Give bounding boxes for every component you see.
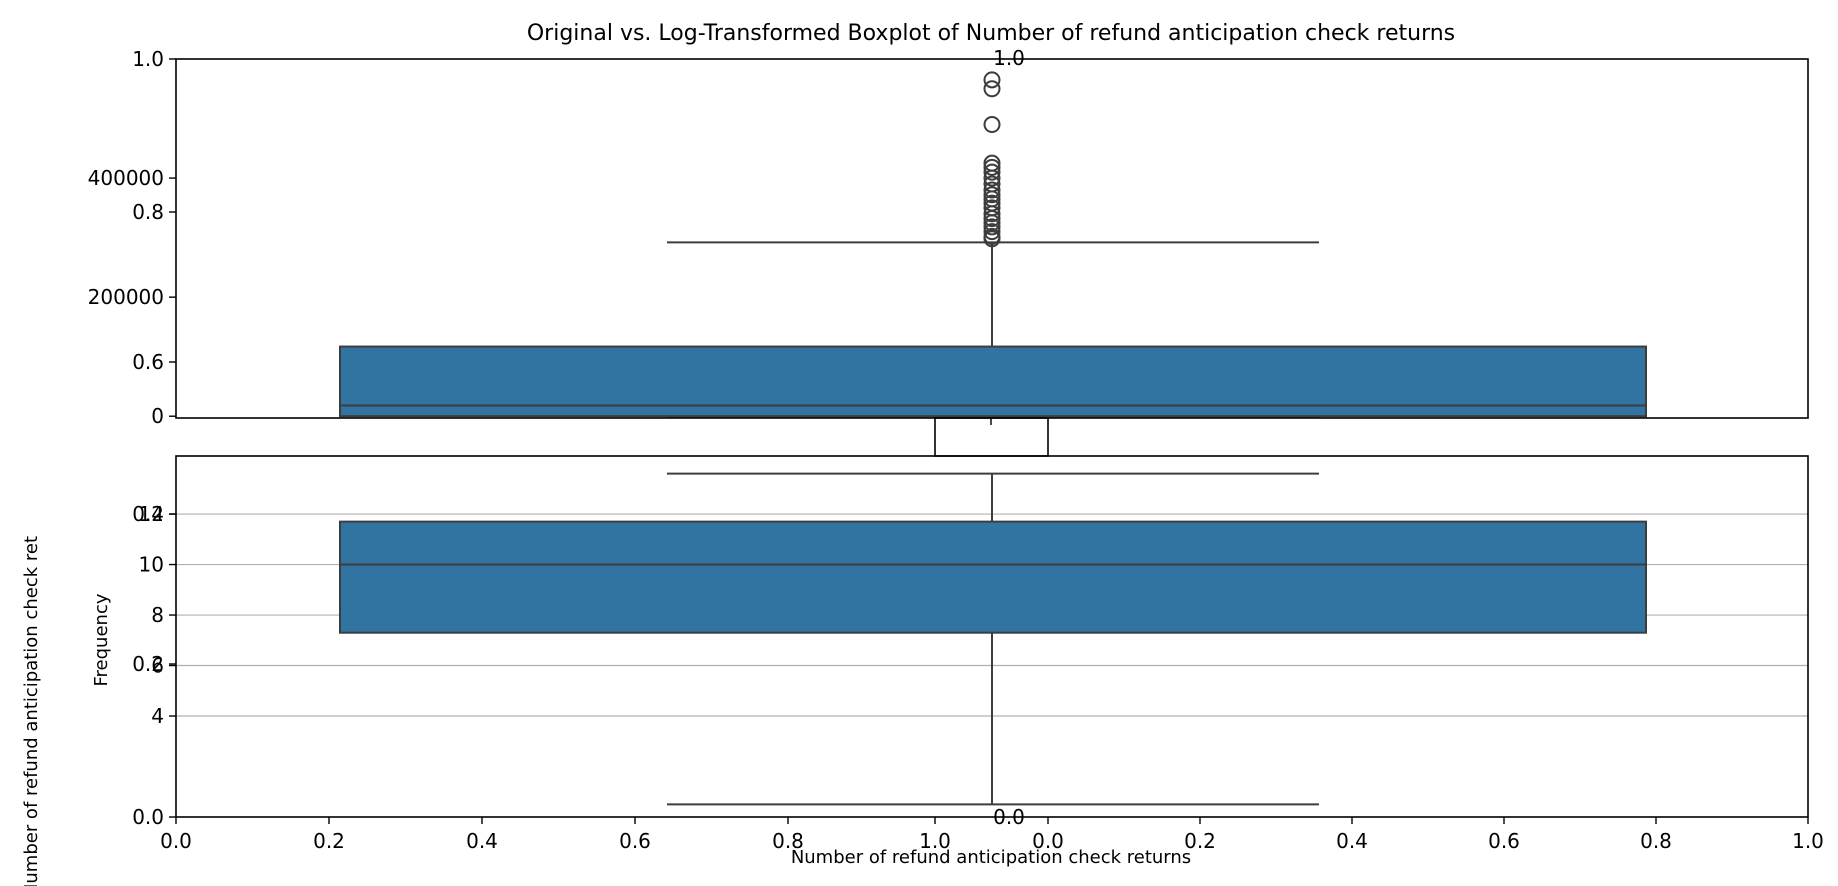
outlier-point bbox=[983, 199, 1001, 217]
y-tick-label-log: 8 bbox=[151, 603, 164, 627]
y-tick-label-log: 4 bbox=[151, 704, 164, 728]
box-iqr-log bbox=[339, 520, 1647, 634]
outlier-point bbox=[983, 186, 1001, 204]
outlier-point bbox=[983, 175, 1001, 193]
chart-title: Original vs. Log-Transformed Boxplot of … bbox=[527, 21, 1455, 46]
y-axis-label: Number of refund anticipation check ret bbox=[21, 536, 42, 886]
outlier-point bbox=[983, 181, 1001, 199]
x-tick-label: 0.2 bbox=[1184, 829, 1216, 853]
x-tick-label: 0.8 bbox=[1640, 829, 1672, 853]
x-tick-label: 0.6 bbox=[619, 829, 651, 853]
inset-top-tick-label: 1.0 bbox=[993, 46, 1025, 70]
y-tick-label-original: 400000 bbox=[88, 166, 164, 190]
outlier-point bbox=[983, 71, 1001, 89]
outlier-point bbox=[983, 218, 1001, 236]
plot-layer: 020000040000046810121.00.80.60.40.20.00.… bbox=[88, 46, 1824, 853]
outlier-point bbox=[983, 194, 1001, 212]
outlier-point bbox=[983, 158, 1001, 176]
x-tick-label: 0.4 bbox=[466, 829, 498, 853]
overlay-y-tick-label: 0.8 bbox=[132, 200, 164, 224]
y-tick-label-original: 200000 bbox=[88, 285, 164, 309]
x-tick-label: 0.0 bbox=[1032, 829, 1064, 853]
y-tick-label-original: 0 bbox=[151, 404, 164, 428]
y-tick-label-log: 12 bbox=[139, 502, 164, 526]
x-tick-label: 0.6 bbox=[1488, 829, 1520, 853]
y-axis-label-log: Frequency bbox=[91, 593, 112, 686]
inset-bottom-tick-label: 0.0 bbox=[993, 805, 1025, 829]
overlay-y-tick-label: 0.0 bbox=[132, 805, 164, 829]
overlay-y-tick-label: 1.0 bbox=[132, 47, 164, 71]
outlier-point bbox=[983, 227, 1001, 245]
x-tick-label: 0.0 bbox=[160, 829, 192, 853]
x-axis-label: Number of refund anticipation check retu… bbox=[791, 847, 1191, 868]
x-tick-label: 1.0 bbox=[1792, 829, 1824, 853]
y-tick-label-log: 10 bbox=[139, 553, 164, 577]
x-tick-label: 0.2 bbox=[313, 829, 345, 853]
overlay-y-tick-label: 0.2 bbox=[132, 652, 164, 676]
overlay-y-tick-label: 0.6 bbox=[132, 350, 164, 374]
outlier-point bbox=[983, 154, 1001, 172]
x-tick-label: 1.0 bbox=[919, 829, 951, 853]
outlier-point bbox=[983, 115, 1001, 133]
y-tick-label-log: 6 bbox=[151, 654, 164, 678]
x-tick-label: 0.8 bbox=[772, 829, 804, 853]
outlier-point bbox=[983, 223, 1001, 241]
outlier-point bbox=[983, 80, 1001, 98]
overlay-y-tick-label: 0.4 bbox=[132, 502, 164, 526]
x-tick-label: 0.4 bbox=[1336, 829, 1368, 853]
outlier-point bbox=[983, 163, 1001, 181]
